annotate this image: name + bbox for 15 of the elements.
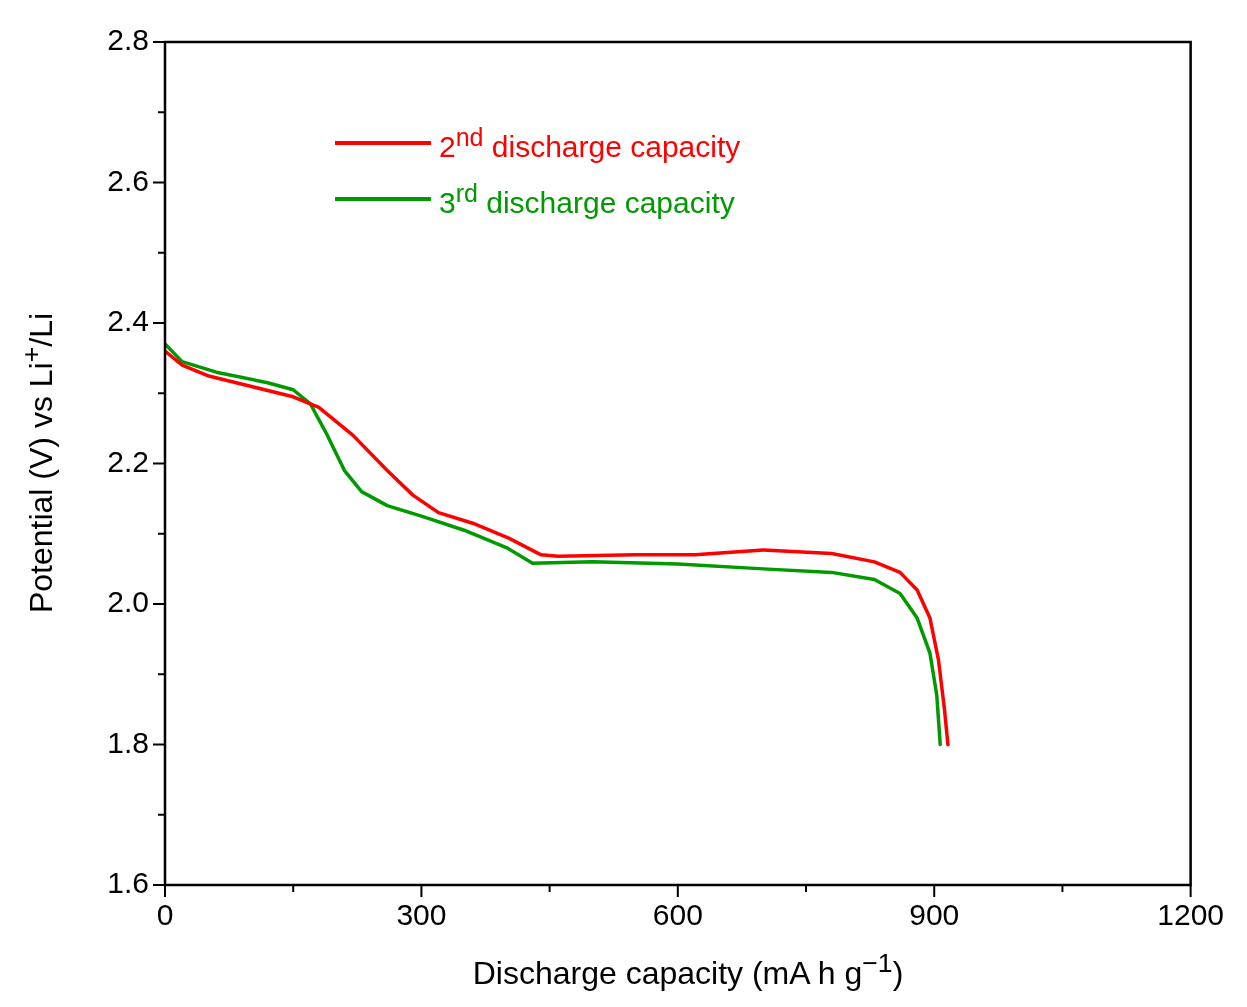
x-tick-label: 900 bbox=[909, 898, 960, 932]
legend-label: 3$^{rd}$ discharge capacity bbox=[439, 178, 735, 220]
x-tick-label: 1200 bbox=[1157, 898, 1225, 932]
y-tick-label: 2.4 bbox=[107, 304, 149, 338]
x-tick-label: 0 bbox=[156, 898, 174, 932]
legend-label: 2$^{nd}$ discharge capacity bbox=[439, 122, 741, 164]
y-tick-label: 2.2 bbox=[107, 444, 149, 478]
x-axis-title: Discharge capacity (mA h g$^{−1}$) bbox=[471, 948, 905, 992]
y-tick-label: 2.8 bbox=[107, 23, 149, 57]
y-tick-label: 2.6 bbox=[107, 163, 149, 197]
y-tick-label: 2.0 bbox=[107, 585, 149, 619]
y-tick-label: 1.6 bbox=[107, 866, 149, 900]
y-tick-label: 1.8 bbox=[107, 725, 149, 759]
x-tick-label: 600 bbox=[652, 898, 703, 932]
x-tick-label: 300 bbox=[396, 898, 447, 932]
